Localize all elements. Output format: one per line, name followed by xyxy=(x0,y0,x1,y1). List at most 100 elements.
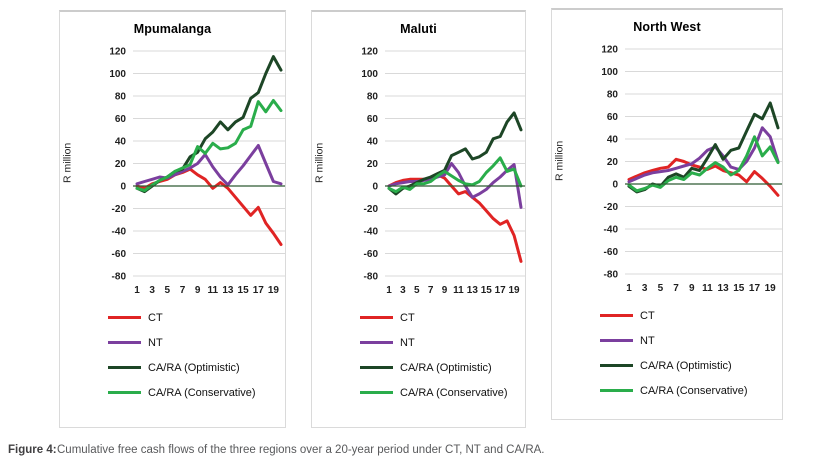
legend-item-ct: CT xyxy=(360,305,525,330)
figure-caption-label: Figure 4: xyxy=(8,444,57,456)
legend-swatch-cara-optimistic xyxy=(600,364,633,367)
legend-item-ct: CT xyxy=(600,303,782,328)
chart-panel-mpumalanga: Mpumalanga R million 120 100 80 60 40 20 0 -20 -… xyxy=(59,10,286,428)
legend-swatch-cara-optimistic xyxy=(360,366,393,369)
y-axis-title: R million xyxy=(313,142,326,184)
svg-text:-40: -40 xyxy=(112,227,127,238)
svg-text:-60: -60 xyxy=(112,249,127,260)
legend-label: CT xyxy=(148,311,163,324)
chart-panel-north-west: North West R million 120 100 80 60 40 20 0 -20 -… xyxy=(551,8,783,420)
svg-text:7: 7 xyxy=(673,283,679,294)
legend-item-cara-optimistic: CA/RA (Optimistic) xyxy=(360,355,525,380)
svg-text:17: 17 xyxy=(749,283,761,294)
svg-text:120: 120 xyxy=(601,45,618,56)
svg-text:1: 1 xyxy=(134,285,140,296)
svg-text:-40: -40 xyxy=(364,227,379,238)
figure-caption-text: Cumulative free cash flows of the three … xyxy=(57,444,545,456)
legend-swatch-cara-conservative xyxy=(108,391,141,394)
chart-title: Mpumalanga xyxy=(133,22,212,36)
chart-area: R million 120 100 80 60 40 20 0 -20 -40 -60 -80 1 3 5… xyxy=(60,41,285,301)
svg-text:120: 120 xyxy=(361,47,378,58)
y-axis-title: R million xyxy=(553,140,566,182)
legend-item-nt: NT xyxy=(108,330,285,355)
svg-text:0: 0 xyxy=(612,180,618,191)
chart-area: R million 120 100 80 60 40 20 0 -20 -40 -60 -80 1 3 5… xyxy=(552,39,782,299)
chart-panel-maluti: Maluti R million 120 100 80 60 40 20 0 -20 -40 -6… xyxy=(311,10,526,428)
svg-text:-20: -20 xyxy=(604,202,619,213)
svg-text:20: 20 xyxy=(367,159,379,170)
svg-text:-60: -60 xyxy=(604,247,619,258)
svg-text:-80: -80 xyxy=(604,270,619,281)
svg-text:15: 15 xyxy=(238,285,250,296)
svg-text:0: 0 xyxy=(372,182,378,193)
svg-text:120: 120 xyxy=(109,47,126,58)
legend-item-cara-conservative: CA/RA (Conservative) xyxy=(600,378,782,403)
legend-swatch-ct xyxy=(360,316,393,319)
legend-swatch-cara-optimistic xyxy=(108,366,141,369)
legend-label: CT xyxy=(640,309,655,322)
svg-text:17: 17 xyxy=(253,285,265,296)
legend-item-cara-conservative: CA/RA (Conservative) xyxy=(360,380,525,405)
svg-text:13: 13 xyxy=(467,285,479,296)
legend-label: CA/RA (Conservative) xyxy=(640,384,748,397)
svg-text:13: 13 xyxy=(718,283,730,294)
svg-text:-40: -40 xyxy=(604,225,619,236)
svg-text:60: 60 xyxy=(115,114,127,125)
svg-text:11: 11 xyxy=(702,283,713,294)
legend-item-cara-conservative: CA/RA (Conservative) xyxy=(108,380,285,405)
svg-text:20: 20 xyxy=(607,157,619,168)
svg-text:3: 3 xyxy=(149,285,155,296)
svg-text:19: 19 xyxy=(508,285,520,296)
svg-text:5: 5 xyxy=(414,285,420,296)
legend-label: CA/RA (Conservative) xyxy=(148,386,256,399)
svg-text:60: 60 xyxy=(367,114,379,125)
svg-text:20: 20 xyxy=(115,159,127,170)
legend-swatch-ct xyxy=(108,316,141,319)
legend-item-ct: CT xyxy=(108,305,285,330)
svg-text:40: 40 xyxy=(607,135,619,146)
svg-text:19: 19 xyxy=(268,285,280,296)
svg-text:-80: -80 xyxy=(364,272,379,283)
svg-text:13: 13 xyxy=(222,285,234,296)
svg-text:5: 5 xyxy=(165,285,171,296)
legend-label: NT xyxy=(640,334,655,347)
svg-text:-20: -20 xyxy=(364,204,379,215)
svg-text:-60: -60 xyxy=(364,249,379,260)
svg-text:3: 3 xyxy=(400,285,406,296)
svg-text:9: 9 xyxy=(195,285,201,296)
svg-text:11: 11 xyxy=(453,285,464,296)
svg-text:-20: -20 xyxy=(112,204,127,215)
svg-text:0: 0 xyxy=(120,182,126,193)
legend: CT NT CA/RA (Optimistic) CA/RA (Conserva… xyxy=(60,305,285,405)
legend-swatch-nt xyxy=(360,341,393,344)
svg-text:19: 19 xyxy=(765,283,777,294)
svg-text:-80: -80 xyxy=(112,272,127,283)
legend-swatch-nt xyxy=(108,341,141,344)
svg-text:9: 9 xyxy=(442,285,448,296)
legend-swatch-cara-conservative xyxy=(360,391,393,394)
svg-text:15: 15 xyxy=(481,285,493,296)
svg-text:1: 1 xyxy=(626,283,632,294)
svg-text:80: 80 xyxy=(607,90,619,101)
legend-label: CA/RA (Optimistic) xyxy=(400,361,492,374)
svg-text:40: 40 xyxy=(367,137,379,148)
legend-item-cara-optimistic: CA/RA (Optimistic) xyxy=(108,355,285,380)
svg-text:17: 17 xyxy=(495,285,507,296)
svg-text:3: 3 xyxy=(642,283,648,294)
legend-item-cara-optimistic: CA/RA (Optimistic) xyxy=(600,353,782,378)
svg-text:15: 15 xyxy=(733,283,745,294)
figure-caption: Figure 4:Cumulative free cash flows of t… xyxy=(8,443,813,457)
legend-swatch-ct xyxy=(600,314,633,317)
chart-area: R million 120 100 80 60 40 20 0 -20 -40 -60 -80 1 3 5… xyxy=(312,41,525,301)
legend-label: CA/RA (Conservative) xyxy=(400,386,508,399)
svg-text:1: 1 xyxy=(386,285,392,296)
legend-swatch-nt xyxy=(600,339,633,342)
legend-label: CA/RA (Optimistic) xyxy=(640,359,732,372)
chart-title: Maluti xyxy=(400,22,437,36)
svg-text:100: 100 xyxy=(361,69,378,80)
svg-text:100: 100 xyxy=(601,67,618,78)
svg-text:7: 7 xyxy=(428,285,434,296)
svg-text:80: 80 xyxy=(367,92,379,103)
